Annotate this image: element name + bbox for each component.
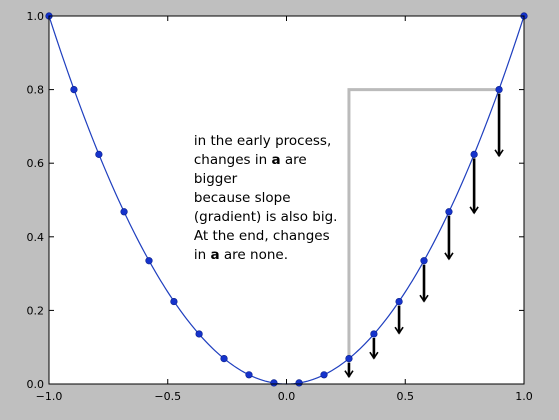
change-arrow-head bbox=[469, 206, 479, 215]
annotation-run: are bbox=[281, 152, 307, 168]
change-arrow bbox=[344, 362, 354, 379]
y-tick-label: 0.8 bbox=[27, 84, 45, 97]
y-tick-label: 0.6 bbox=[27, 157, 45, 170]
change-arrow bbox=[419, 264, 429, 303]
annotation-line: because slope bbox=[194, 190, 291, 206]
annotation-line: in the early process, bbox=[194, 133, 331, 149]
change-arrow-head bbox=[494, 149, 504, 158]
change-arrow bbox=[469, 158, 479, 215]
y-tick-label: 0.2 bbox=[27, 304, 45, 317]
annotation-run: bigger bbox=[194, 171, 238, 187]
slope-bracket bbox=[347, 88, 500, 359]
change-arrow-head bbox=[344, 370, 354, 379]
x-tick-label: 0.0 bbox=[278, 390, 296, 403]
plot-area bbox=[49, 16, 524, 384]
y-tick-label: 1.0 bbox=[27, 10, 45, 23]
data-point bbox=[220, 355, 228, 363]
change-arrow-head bbox=[394, 326, 404, 335]
annotation-line: At the end, changes bbox=[194, 228, 330, 244]
x-tick-label: −0.5 bbox=[154, 390, 181, 403]
change-arrow-head bbox=[369, 351, 379, 360]
change-arrow-head bbox=[444, 252, 454, 261]
annotation-run: (gradient) is also big. bbox=[194, 209, 338, 225]
data-point bbox=[395, 297, 403, 306]
annotation-run: a bbox=[271, 152, 280, 168]
data-point bbox=[145, 257, 153, 265]
y-tick-label: 0.0 bbox=[27, 378, 45, 391]
data-point bbox=[195, 330, 203, 338]
data-point bbox=[420, 257, 428, 265]
annotation-run: a bbox=[210, 247, 219, 263]
data-point bbox=[95, 150, 103, 158]
x-tick-label: 0.5 bbox=[397, 390, 415, 403]
annotation-line: (gradient) is also big. bbox=[194, 209, 338, 225]
y-tick-label: 0.4 bbox=[27, 231, 45, 244]
data-point bbox=[320, 371, 328, 379]
annotation-line: in a are none. bbox=[194, 247, 288, 263]
x-tick-label: −1.0 bbox=[36, 390, 63, 403]
data-point bbox=[170, 297, 178, 306]
annotation-run: At the end, changes bbox=[194, 228, 330, 244]
data-point bbox=[370, 330, 378, 338]
annotation-text: in the early process, changes in a are big… bbox=[194, 133, 338, 263]
change-arrows bbox=[344, 93, 504, 379]
data-point bbox=[70, 85, 78, 94]
x-tick-labels: −1.0 −0.5 0.0 0.5 1.0 bbox=[36, 390, 533, 403]
data-point bbox=[445, 208, 453, 216]
data-point bbox=[120, 208, 128, 216]
annotation-line: changes in a are bbox=[194, 152, 307, 168]
data-point bbox=[245, 371, 253, 379]
data-point bbox=[470, 150, 478, 158]
annotation-line: bigger bbox=[194, 171, 238, 187]
change-arrow bbox=[394, 305, 404, 335]
annotation-run: changes in bbox=[194, 152, 272, 168]
slope-bracket-line bbox=[347, 88, 500, 359]
annotation-run: in bbox=[194, 247, 211, 263]
change-arrow bbox=[369, 337, 379, 360]
data-point bbox=[270, 379, 278, 387]
data-point bbox=[345, 355, 353, 363]
change-arrow bbox=[444, 215, 454, 261]
data-point bbox=[295, 379, 303, 387]
axis-ticks bbox=[48, 15, 525, 385]
y-tick-labels: 0.0 0.2 0.4 0.6 0.8 1.0 bbox=[27, 10, 45, 391]
annotation-run: because slope bbox=[194, 190, 291, 206]
change-arrow bbox=[494, 93, 504, 158]
change-arrow-head bbox=[419, 294, 429, 303]
annotation-run: in the early process, bbox=[194, 133, 331, 149]
annotation-run: are none. bbox=[220, 247, 288, 263]
data-point bbox=[495, 85, 503, 94]
x-tick-label: 1.0 bbox=[515, 390, 533, 403]
